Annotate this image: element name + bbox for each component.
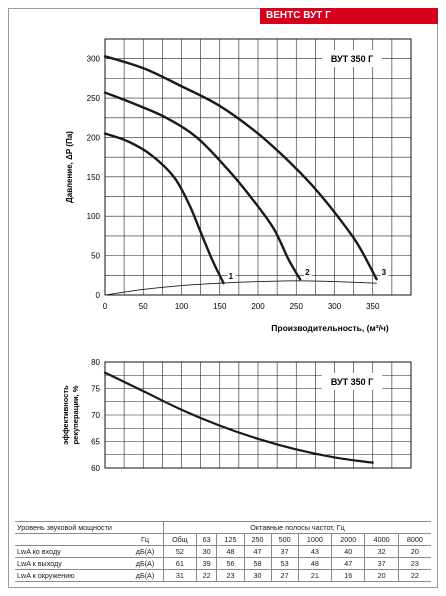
y-tick-label: 150 [87,173,101,182]
x-tick-label: 300 [328,302,342,311]
y-tick-label: 80 [91,358,100,367]
row-label: LwA к выходу [15,557,127,570]
column-header: 8000 [397,533,431,546]
y-tick-label: 70 [91,411,100,420]
series-label-bg [227,271,236,282]
y-tick-label: 300 [87,55,101,64]
table-cell: 22 [397,569,431,582]
table-cell: 27 [270,569,299,582]
table-cell: 61 [163,557,197,570]
series-label-bg [380,267,389,278]
plot-frame [104,38,412,296]
y-tick-label: 100 [87,212,101,221]
chart-title: ВУТ 350 Г [331,377,373,387]
row-label: LwA ко входу [15,545,127,558]
table-cell: 21 [297,569,332,582]
table-cell: 23 [216,569,245,582]
table-header-cell [15,533,127,546]
y-axis-title: Давление, ΔР (Па) [65,131,74,203]
y-tick-label: 60 [91,464,100,473]
chart-title: ВУТ 350 Г [331,54,373,64]
chart-title-bg [322,50,382,67]
y-tick-label: 50 [91,252,100,261]
y-tick-label: 65 [91,438,100,447]
plot-frame [104,361,412,469]
table-cell: 37 [270,545,299,558]
x-tick-label: 200 [251,302,265,311]
y-tick-label: 0 [96,291,101,300]
row-label: LwA к окружению [15,569,127,582]
sound-power-table: Уровень звуковой мощности Октавные полосы… [15,521,431,582]
table-cell: 43 [297,545,332,558]
table-cell: 48 [216,545,245,558]
series-line [103,55,378,281]
table-cell: 47 [331,557,365,570]
unit-header: Гц [127,533,164,546]
column-header: 2000 [331,533,365,546]
series-line [104,280,378,296]
x-tick-label: 150 [213,302,227,311]
y-axis-title: эффективностьрекуперации, % [61,385,80,445]
table-cell: 58 [243,557,272,570]
table-cell: 47 [243,545,272,558]
x-tick-label: 350 [366,302,380,311]
series-label: 3 [382,268,387,277]
table-title: Уровень звуковой мощности [15,521,127,534]
table-header-row: Уровень звуковой мощности Октавные полосы… [15,521,431,534]
series-line [103,132,225,285]
x-tick-label: 250 [290,302,304,311]
series-label: 2 [305,268,310,277]
row-unit: дБ(А) [127,545,164,558]
table-cell: 22 [195,569,217,582]
row-unit: дБ(А) [127,569,164,582]
table-cell: 16 [331,569,365,582]
column-header: 1000 [297,533,332,546]
table-cell: 32 [364,545,399,558]
page-frame [8,8,438,588]
series-label: 1 [229,272,234,281]
y-tick-label: 200 [87,133,101,142]
table-row: LwA к выходу дБ(А) 61 39 56 58 53 48 47 37 23 [15,557,431,570]
table-cell: 30 [243,569,272,582]
series-line [103,91,302,281]
y-tick-label: 250 [87,94,101,103]
column-header: Общ [163,533,197,546]
bands-title: Октавные полосы частот, Гц [163,521,431,534]
x-tick-label: 0 [103,302,108,311]
x-tick-label: 100 [175,302,189,311]
column-header: 125 [216,533,245,546]
x-tick-label: 50 [139,302,148,311]
series-line [103,371,374,464]
brand-tab: ВЕНТС ВУТ Г [260,8,438,24]
x-axis-title: Производительность, (м³/ч) [271,323,389,333]
table-cell: 37 [364,557,399,570]
column-header: 63 [195,533,217,546]
chart-title-bg [322,373,382,390]
table-cell: 20 [364,569,399,582]
table-header-cell [127,521,164,534]
table-cell: 52 [163,545,197,558]
column-header: 250 [243,533,272,546]
table-cell: 20 [397,545,431,558]
table-cell: 48 [297,557,332,570]
column-header: 4000 [364,533,399,546]
table-cell: 53 [270,557,299,570]
table-cell: 23 [397,557,431,570]
table-cell: 30 [195,545,217,558]
row-unit: дБ(А) [127,557,164,570]
table-cell: 40 [331,545,365,558]
column-header: 500 [270,533,299,546]
table-cell: 56 [216,557,245,570]
table-cell: 39 [195,557,217,570]
table-header-row: Гц Общ 63 125 250 500 1000 2000 4000 8000 [15,533,431,546]
series-label-bg [304,267,313,278]
y-tick-label: 75 [91,385,100,394]
table-cell: 31 [163,569,197,582]
table-row: LwA ко входу дБ(А) 52 30 48 47 37 43 40 32 20 [15,545,431,558]
table-row: LwA к окружению дБ(А) 31 22 23 30 27 21 16 20 22 [15,569,431,582]
